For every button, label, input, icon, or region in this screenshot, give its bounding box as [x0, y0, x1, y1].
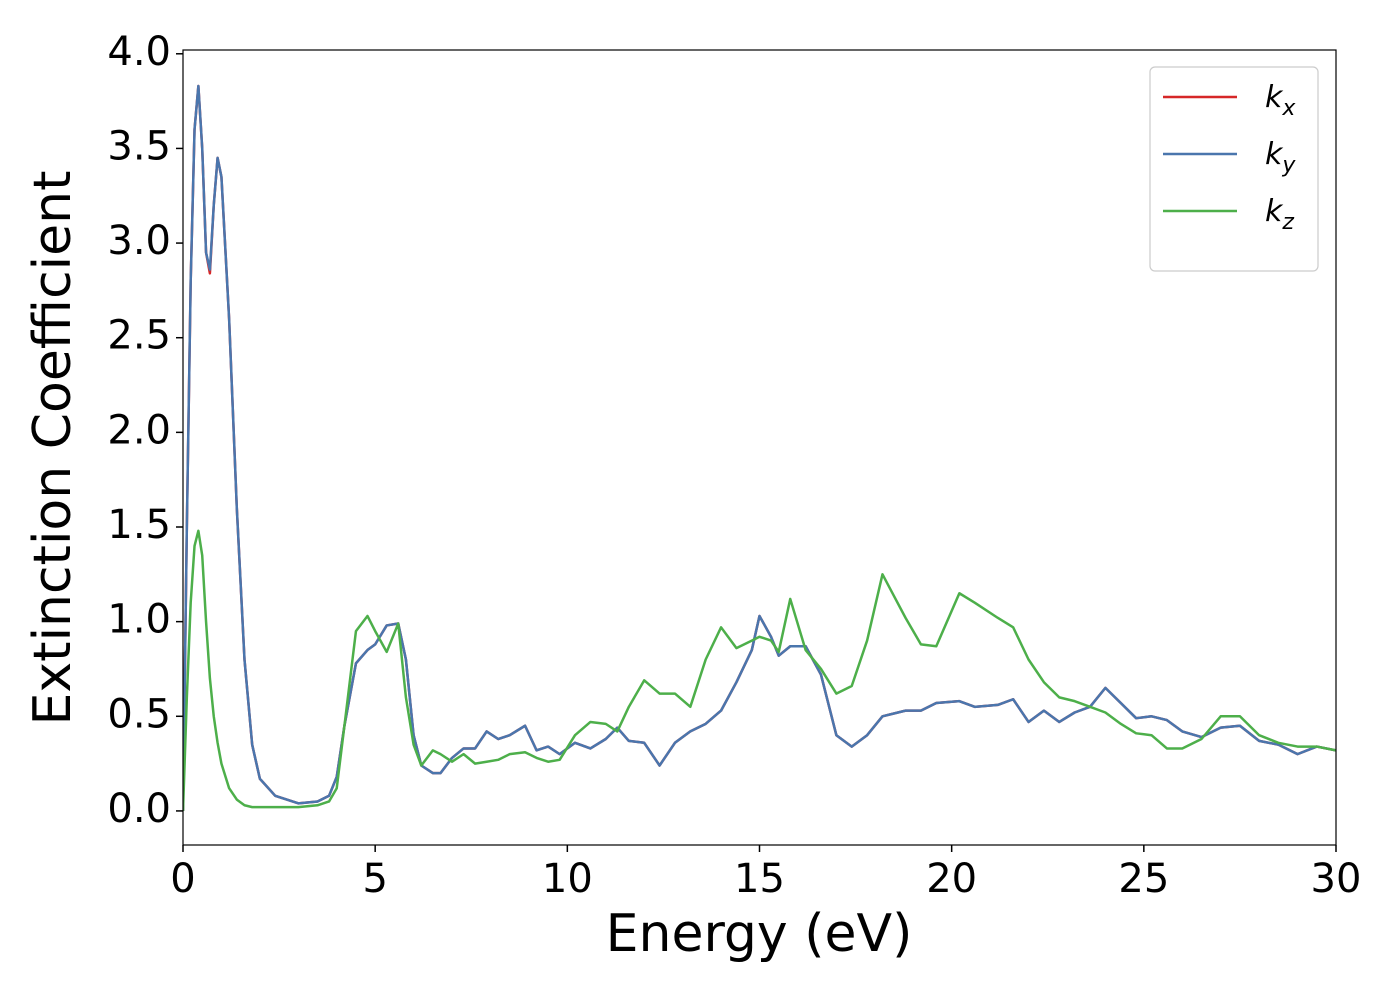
y-axis-label: Extinction Coefficient: [23, 171, 83, 726]
y-tick-label: 2.5: [107, 313, 171, 359]
legend-box: [1149, 66, 1319, 272]
legend-label: ky: [1265, 137, 1296, 178]
y-tick-label: 0.0: [107, 786, 171, 832]
y-tick-label: 1.0: [107, 597, 171, 643]
legend-label: kz: [1265, 194, 1294, 235]
x-tick-label: 15: [734, 856, 785, 902]
x-axis-label: Energy (eV): [606, 904, 913, 964]
x-tick-label: 25: [1118, 856, 1169, 902]
x-tick-label: 20: [926, 856, 977, 902]
x-tick-label: 10: [542, 856, 593, 902]
y-tick-label: 3.5: [107, 123, 171, 169]
x-tick-label: 5: [362, 856, 387, 902]
x-tick-label: 0: [170, 856, 195, 902]
y-tick-label: 2.0: [107, 407, 171, 453]
line: [183, 529, 1336, 811]
x-tick-label: 30: [1311, 856, 1362, 902]
line: [183, 84, 1336, 811]
y-tick-label: 4.0: [107, 29, 171, 75]
y-tick-label: 0.5: [107, 691, 171, 737]
legend-label: kx: [1265, 80, 1296, 121]
y-tick-label: 3.0: [107, 218, 171, 264]
y-tick-label: 1.5: [107, 502, 171, 548]
plot-frame: [182, 49, 1337, 846]
